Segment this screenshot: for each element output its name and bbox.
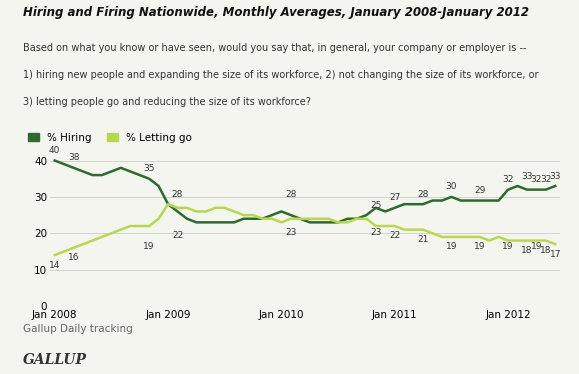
Text: Gallup Daily tracking: Gallup Daily tracking bbox=[23, 324, 133, 334]
Text: Hiring and Firing Nationwide, Monthly Averages, January 2008-January 2012: Hiring and Firing Nationwide, Monthly Av… bbox=[23, 6, 529, 19]
Text: 18: 18 bbox=[521, 246, 533, 255]
Text: 22: 22 bbox=[172, 232, 183, 240]
Text: 17: 17 bbox=[549, 249, 561, 259]
Text: 28: 28 bbox=[172, 190, 183, 199]
Text: 3) letting people go and reducing the size of its workforce?: 3) letting people go and reducing the si… bbox=[23, 97, 311, 107]
Text: Based on what you know or have seen, would you say that, in general, your compan: Based on what you know or have seen, wou… bbox=[23, 43, 527, 53]
Text: 40: 40 bbox=[49, 146, 60, 155]
Text: 38: 38 bbox=[68, 153, 79, 162]
Text: 29: 29 bbox=[474, 186, 485, 195]
Text: 28: 28 bbox=[417, 190, 428, 199]
Legend: % Hiring, % Letting go: % Hiring, % Letting go bbox=[28, 133, 192, 143]
Text: 19: 19 bbox=[503, 242, 514, 251]
Text: 18: 18 bbox=[540, 246, 552, 255]
Text: 32: 32 bbox=[531, 175, 542, 184]
Text: 1) hiring new people and expanding the size of its workforce, 2) not changing th: 1) hiring new people and expanding the s… bbox=[23, 70, 538, 80]
Text: 19: 19 bbox=[144, 242, 155, 251]
Text: 33: 33 bbox=[549, 172, 561, 181]
Text: 32: 32 bbox=[503, 175, 514, 184]
Text: 30: 30 bbox=[446, 183, 457, 191]
Text: 27: 27 bbox=[389, 193, 401, 202]
Text: 35: 35 bbox=[144, 164, 155, 173]
Text: 21: 21 bbox=[417, 235, 428, 244]
Text: 33: 33 bbox=[521, 172, 533, 181]
Text: 19: 19 bbox=[530, 242, 542, 251]
Text: 19: 19 bbox=[474, 242, 485, 251]
Text: 23: 23 bbox=[370, 228, 382, 237]
Text: 25: 25 bbox=[370, 200, 382, 210]
Text: 14: 14 bbox=[49, 261, 60, 270]
Text: GALLUP: GALLUP bbox=[23, 353, 87, 367]
Text: 23: 23 bbox=[285, 228, 296, 237]
Text: 16: 16 bbox=[68, 253, 79, 262]
Text: 22: 22 bbox=[389, 232, 400, 240]
Text: 19: 19 bbox=[446, 242, 457, 251]
Text: 32: 32 bbox=[540, 175, 552, 184]
Text: 28: 28 bbox=[285, 190, 296, 199]
